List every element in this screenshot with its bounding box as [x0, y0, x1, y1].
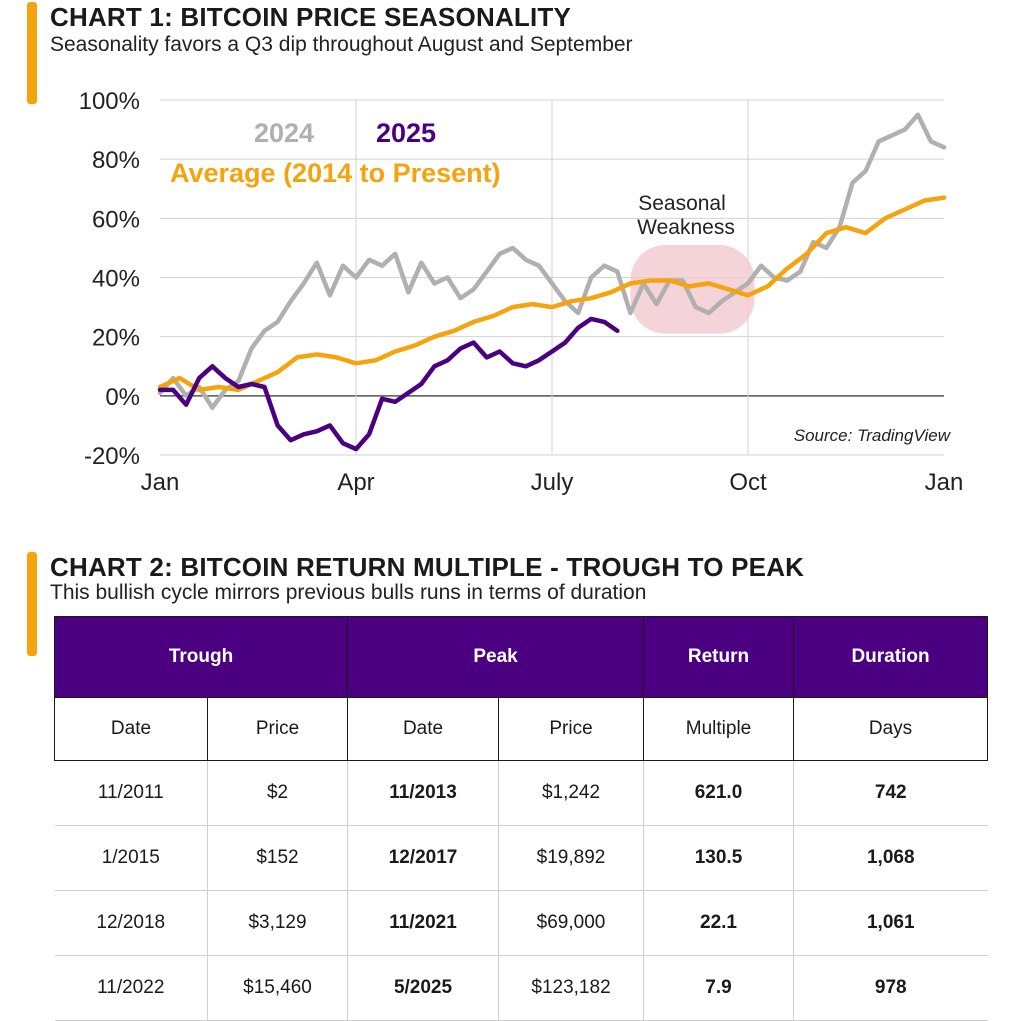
chart1-subtitle: Seasonality favors a Q3 dip throughout A… — [50, 33, 633, 56]
source-label: Source: TradingView — [794, 426, 952, 445]
subheader-days: Days — [793, 697, 989, 761]
x-tick-label: Jan — [925, 469, 964, 496]
peak-price: $69,000 — [498, 890, 645, 956]
x-tick-label: Jan — [141, 469, 180, 496]
series-line-2025 — [157, 316, 620, 452]
trough-date: 1/2015 — [54, 825, 208, 891]
table-row: 12/2018 $3,129 11/2021 $69,000 22.1 1,06… — [54, 890, 988, 956]
trough-date: 11/2022 — [54, 955, 208, 1021]
y-tick-label: 20% — [92, 325, 140, 352]
highlight-layer — [630, 244, 755, 334]
chart2-subtitle: This bullish cycle mirrors previous bull… — [50, 581, 647, 604]
return-multiple: 7.9 — [643, 955, 795, 1021]
table-row: 11/2022 $15,460 5/2025 $123,182 7.9 978 — [54, 955, 988, 1021]
y-tick-label: 80% — [92, 147, 140, 174]
table-row: 1/2015 $152 12/2017 $19,892 130.5 1,068 — [54, 825, 988, 891]
seasonality-chart: 100%80%60%40%20%0%-20%Jan Apr July Oct Jan 2… — [79, 88, 964, 496]
chart2-accent-bar — [27, 552, 37, 656]
header-return: Return — [643, 616, 795, 698]
subheader-peak-date: Date — [347, 697, 500, 761]
grid-layer — [160, 99, 944, 456]
tick-layer: 100%80%60%40%20%0%-20%Jan Apr July Oct Jan — [79, 88, 964, 496]
trough-price: $3,129 — [206, 890, 349, 956]
trough-price: $152 — [206, 825, 349, 891]
trough-price: $15,460 — [206, 955, 349, 1021]
y-tick-label: 100% — [79, 88, 140, 115]
peak-price: $123,182 — [498, 955, 645, 1021]
return-multiple-table: Trough Peak Return Duration Date Price D… — [53, 616, 989, 1021]
duration-days: 978 — [793, 955, 988, 1021]
y-tick-label: -20% — [84, 443, 140, 470]
peak-price: $1,242 — [498, 760, 645, 826]
return-multiple: 22.1 — [643, 890, 795, 956]
return-multiple: 621.0 — [643, 760, 795, 826]
peak-date: 11/2013 — [347, 760, 500, 826]
legend: 2024 2025 Average (2014 to Present) — [170, 118, 501, 188]
return-multiple: 130.5 — [643, 825, 795, 891]
legend-2025: 2025 — [376, 118, 436, 148]
sub-header-row: Date Price Date Price Multiple Days — [54, 697, 989, 761]
peak-date: 5/2025 — [347, 955, 500, 1021]
y-tick-label: 0% — [105, 384, 140, 411]
legend-average: Average (2014 to Present) — [170, 158, 501, 188]
series-line-2024 — [157, 112, 947, 410]
subheader-multiple: Multiple — [643, 697, 795, 761]
chart1-accent-bar — [27, 2, 37, 104]
subheader-trough-date: Date — [54, 697, 208, 761]
x-tick-label: July — [531, 469, 574, 496]
trough-price: $2 — [206, 760, 349, 826]
duration-days: 742 — [793, 760, 988, 826]
annotation-line-1: Seasonal — [638, 192, 726, 215]
series-layer — [157, 112, 947, 452]
table-row: 11/2011 $2 11/2013 $1,242 621.0 742 — [54, 760, 988, 826]
group-header-row: Trough Peak Return Duration — [53, 616, 989, 698]
y-tick-label: 40% — [92, 266, 140, 293]
peak-date: 11/2021 — [347, 890, 500, 956]
header-trough: Trough — [53, 616, 349, 698]
subheader-trough-price: Price — [206, 697, 349, 761]
chart2-title: CHART 2: BITCOIN RETURN MULTIPLE - TROUG… — [50, 552, 805, 582]
x-tick-label: Apr — [337, 469, 374, 496]
trough-date: 11/2011 — [54, 760, 208, 826]
peak-price: $19,892 — [498, 825, 645, 891]
duration-days: 1,068 — [793, 825, 988, 891]
header-duration: Duration — [793, 616, 989, 698]
chart1-title: CHART 1: BITCOIN PRICE SEASONALITY — [50, 2, 572, 32]
series-line-average — [157, 195, 947, 393]
seasonal-weakness-highlight — [630, 244, 755, 334]
peak-date: 12/2017 — [347, 825, 500, 891]
duration-days: 1,061 — [793, 890, 988, 956]
header-peak: Peak — [347, 616, 645, 698]
y-tick-label: 60% — [92, 206, 140, 233]
x-tick-label: Oct — [729, 469, 767, 496]
subheader-peak-price: Price — [498, 697, 645, 761]
trough-date: 12/2018 — [54, 890, 208, 956]
annotation-line-2: Weakness — [637, 216, 735, 239]
legend-2024: 2024 — [254, 118, 314, 148]
